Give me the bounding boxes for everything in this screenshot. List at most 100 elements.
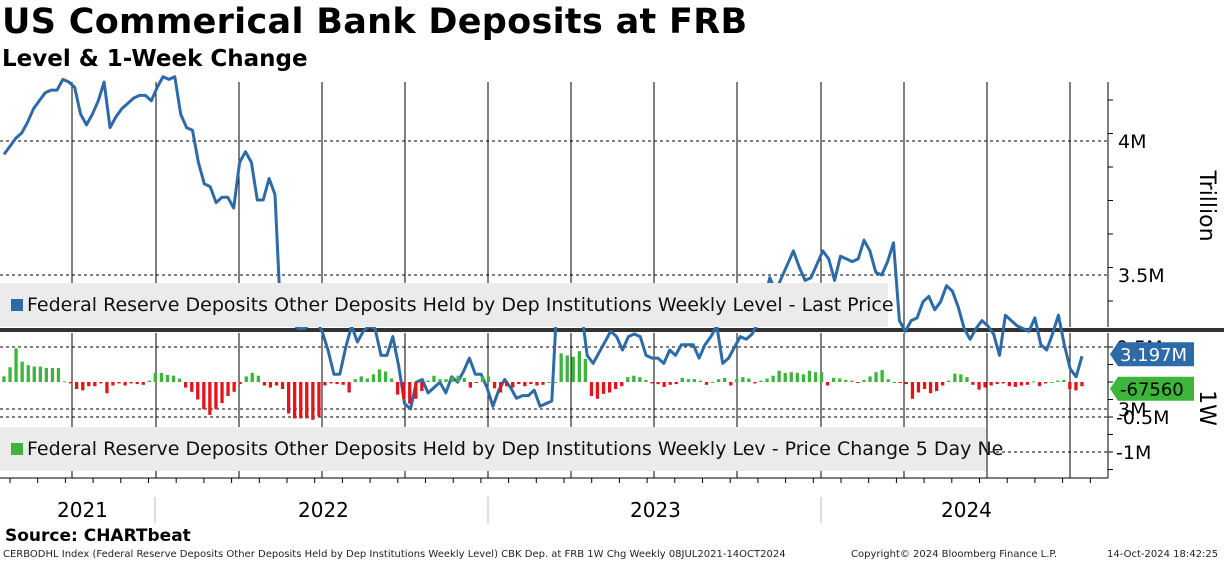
bar-change [505, 382, 509, 387]
bar-change [783, 372, 787, 382]
bar-change [299, 382, 303, 419]
bar-change [75, 382, 79, 389]
bar-change [305, 382, 309, 419]
footer-copyright: Copyright© 2024 Bloomberg Finance L.P. [851, 549, 1058, 560]
year-label-2022: 2022 [298, 498, 349, 522]
bar-change [832, 377, 836, 382]
bar-change [674, 382, 678, 385]
bar-change [262, 382, 267, 386]
bar-change [608, 382, 612, 393]
y-axis-unit-bottom: 1W [1194, 390, 1219, 426]
bar-change [20, 361, 24, 382]
bar-change [402, 382, 406, 399]
bar-change [656, 382, 660, 385]
bar-change [1074, 382, 1078, 391]
bar-change [698, 380, 703, 382]
bar-change [650, 382, 654, 384]
bar-change [238, 382, 242, 385]
bar-change [1031, 381, 1036, 383]
bar-change [56, 368, 61, 382]
bar-change [26, 365, 30, 382]
bar-change [771, 375, 775, 382]
bar-change [729, 382, 733, 386]
bar-change [135, 382, 139, 385]
bar-change [347, 382, 351, 393]
bar-change [904, 382, 908, 385]
bar-change [287, 382, 291, 414]
y-tick-label-bottom: -0.5M [1116, 407, 1169, 429]
bar-change [492, 382, 497, 389]
bar-change [244, 376, 248, 382]
bar-change [323, 382, 327, 386]
last-value-badge-change-label: -67560 [1120, 380, 1184, 401]
bar-change [692, 379, 696, 382]
bar-change [947, 380, 951, 382]
year-label-2024: 2024 [941, 498, 992, 522]
bar-change [795, 372, 799, 382]
bar-change [886, 379, 890, 382]
bar-change [620, 382, 624, 387]
legend-change-label: Federal Reserve Deposits Other Deposits … [27, 438, 1004, 460]
bar-change [910, 382, 915, 399]
bar-change [450, 377, 454, 382]
y-tick-label-top: 3.5M [1118, 265, 1165, 287]
bar-change [741, 377, 745, 382]
bar-change [383, 371, 388, 382]
bar-change [1068, 382, 1072, 389]
bar-change [62, 381, 67, 383]
bar-change [335, 382, 339, 385]
bar-change [710, 382, 715, 383]
bar-change [765, 378, 769, 382]
bar-change [171, 375, 176, 382]
bar-change [898, 382, 902, 383]
bar-change [226, 382, 230, 396]
bar-change [680, 377, 684, 382]
bar-change [2, 376, 6, 382]
bar-change [626, 377, 630, 382]
bar-change [153, 372, 157, 382]
bar-change [353, 379, 357, 382]
bar-change [123, 382, 127, 386]
bar-change [268, 382, 273, 388]
bar-change [892, 382, 896, 383]
bar-change [341, 382, 345, 385]
bar-change [838, 378, 842, 382]
bar-change [159, 372, 164, 382]
legend-level-label: Federal Reserve Deposits Other Deposits … [27, 294, 894, 316]
bar-change [147, 380, 151, 382]
bar-change [583, 358, 587, 382]
bar-change [753, 382, 757, 384]
bar-change [474, 382, 478, 383]
bar-change [717, 379, 721, 382]
bar-change [44, 368, 48, 382]
bar-change [426, 380, 430, 382]
bar-change [220, 382, 224, 403]
y-tick-label-top: 3M [1118, 399, 1146, 421]
bar-change [396, 382, 400, 395]
bar-change [498, 382, 503, 393]
bar-change [99, 382, 103, 384]
bar-change [541, 382, 545, 385]
panel-separator [0, 328, 1224, 332]
bar-change [523, 382, 527, 387]
bar-change [1025, 382, 1030, 385]
year-label-2021: 2021 [57, 498, 108, 522]
bar-change [517, 382, 521, 385]
chart-title: US Commerical Bank Deposits at FRB [2, 2, 748, 42]
series-line-level [2, 75, 1084, 411]
bar-change [1019, 382, 1024, 386]
legend-level: Federal Reserve Deposits Other Deposits … [0, 283, 894, 327]
bar-change [365, 378, 369, 382]
bar-change [280, 382, 285, 389]
bar-change [389, 378, 394, 382]
bar-change [589, 382, 594, 396]
bar-change [644, 379, 648, 382]
bar-change [995, 382, 999, 385]
last-value-badge-change-bg [1110, 376, 1194, 401]
bar-change [819, 372, 824, 382]
bar-change [844, 379, 848, 382]
bar-change [747, 378, 751, 382]
bar-change [50, 368, 55, 382]
bar-change [105, 382, 109, 394]
y-axis-unit-top: Trillion [1194, 169, 1219, 241]
